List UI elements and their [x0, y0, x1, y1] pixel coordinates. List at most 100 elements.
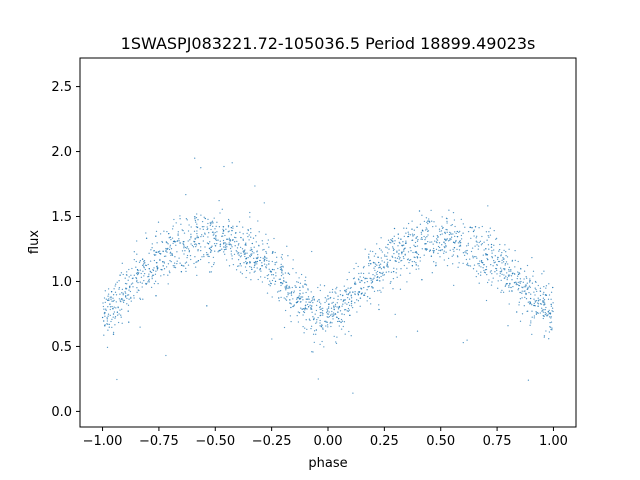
- data-point: [550, 316, 552, 318]
- data-point: [453, 284, 455, 287]
- data-point: [538, 299, 540, 301]
- data-point: [529, 297, 532, 300]
- y-tick-label: 0.0: [51, 405, 72, 420]
- data-point: [508, 285, 510, 287]
- data-point: [163, 268, 166, 270]
- data-point: [435, 264, 437, 266]
- data-point: [312, 351, 314, 353]
- data-point: [171, 254, 174, 257]
- data-point: [543, 301, 545, 304]
- data-point: [526, 277, 528, 279]
- data-point: [326, 324, 329, 326]
- data-point: [472, 257, 474, 259]
- data-point: [119, 293, 121, 295]
- data-point: [408, 259, 411, 262]
- data-point: [153, 282, 156, 285]
- data-point: [325, 300, 328, 302]
- data-point: [214, 250, 216, 252]
- data-point: [227, 218, 230, 221]
- data-point: [368, 253, 370, 255]
- chart-title: 1SWASPJ083221.72-105036.5 Period 18899.4…: [121, 34, 536, 53]
- data-point: [396, 250, 398, 252]
- data-point: [487, 258, 489, 261]
- data-point: [293, 290, 295, 292]
- data-point: [514, 281, 516, 284]
- data-point: [142, 298, 144, 300]
- data-point: [173, 262, 176, 264]
- data-point: [437, 236, 439, 238]
- data-point: [354, 282, 356, 285]
- data-point: [394, 313, 396, 316]
- data-point: [481, 225, 483, 228]
- data-point: [405, 227, 408, 229]
- data-point: [472, 230, 475, 233]
- data-point: [432, 247, 435, 250]
- data-point: [449, 231, 451, 234]
- data-point: [514, 249, 516, 252]
- data-point: [279, 266, 281, 269]
- data-point: [108, 323, 111, 326]
- data-point: [210, 271, 213, 273]
- data-point: [102, 305, 105, 308]
- data-point: [354, 293, 356, 296]
- data-point: [400, 238, 402, 240]
- data-point: [245, 242, 247, 244]
- data-point: [483, 241, 485, 243]
- data-point: [335, 292, 337, 294]
- data-point: [391, 240, 393, 242]
- data-point: [476, 257, 478, 259]
- data-point: [172, 225, 174, 227]
- data-point: [250, 231, 252, 234]
- data-point: [458, 249, 461, 251]
- data-point: [387, 239, 390, 241]
- data-point: [266, 259, 268, 262]
- data-point: [321, 340, 323, 343]
- data-point: [353, 277, 356, 279]
- data-point: [128, 276, 130, 278]
- data-point: [285, 289, 287, 291]
- data-point: [371, 287, 374, 289]
- data-point: [282, 277, 285, 279]
- data-point: [470, 237, 472, 240]
- data-point: [485, 254, 487, 256]
- data-point: [338, 305, 340, 308]
- data-point: [296, 297, 299, 299]
- data-point: [105, 308, 107, 310]
- data-point: [139, 260, 142, 262]
- data-point: [363, 294, 366, 296]
- data-point: [494, 255, 496, 257]
- data-point: [310, 325, 313, 327]
- data-point: [380, 257, 382, 259]
- data-point: [265, 250, 267, 253]
- data-point: [445, 245, 447, 248]
- data-point: [139, 298, 142, 301]
- data-point: [400, 268, 402, 270]
- y-tick-label: 1.5: [51, 210, 72, 225]
- data-point: [169, 246, 171, 248]
- data-point: [533, 291, 535, 293]
- data-point: [181, 229, 183, 231]
- data-point: [423, 254, 425, 256]
- data-point: [403, 248, 405, 251]
- data-point: [104, 325, 106, 327]
- data-point: [447, 240, 450, 242]
- data-point: [266, 274, 268, 277]
- data-point: [341, 313, 343, 315]
- data-point: [386, 255, 388, 257]
- data-point: [136, 253, 138, 255]
- data-point: [378, 264, 381, 266]
- data-point: [250, 228, 252, 230]
- data-point: [319, 312, 322, 314]
- data-point: [456, 248, 458, 251]
- data-point: [428, 250, 431, 252]
- data-point: [472, 268, 475, 270]
- data-point: [469, 265, 472, 267]
- data-point: [392, 247, 394, 249]
- data-point: [197, 260, 200, 262]
- data-point: [149, 271, 152, 273]
- data-point: [406, 267, 408, 269]
- data-point: [270, 282, 272, 285]
- data-point: [377, 290, 379, 292]
